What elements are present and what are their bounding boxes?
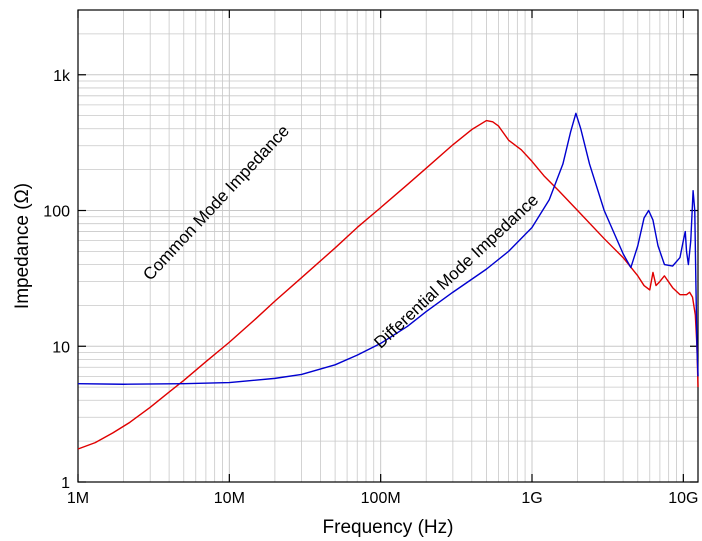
axis-ticks [77,10,698,483]
x-tick-label: 10G [668,490,698,507]
y-tick-label: 1k [53,68,71,85]
tick-labels: 1M 10M 100M 1G 10G 1 10 100 1k [43,68,698,507]
x-tick-label: 10M [214,490,245,507]
y-tick-label: 10 [52,339,70,356]
common-mode-impedance-line [77,119,699,450]
y-tick-label: 1 [61,475,70,492]
x-tick-label: 1G [521,490,542,507]
differential-mode-annotation: Differential Mode Impedance [370,190,542,352]
y-axis-label: Impedance (Ω) [12,183,33,309]
x-tick-label: 1M [67,490,89,507]
plot-frame [77,9,699,483]
y-tick-label: 100 [43,204,70,221]
series-annotations: Common Mode Impedance Differential Mode I… [139,121,542,352]
x-axis-label: Frequency (Hz) [323,517,454,538]
x-tick-label: 100M [361,490,401,507]
differential-mode-impedance-line [77,112,699,385]
data-series [77,112,699,450]
